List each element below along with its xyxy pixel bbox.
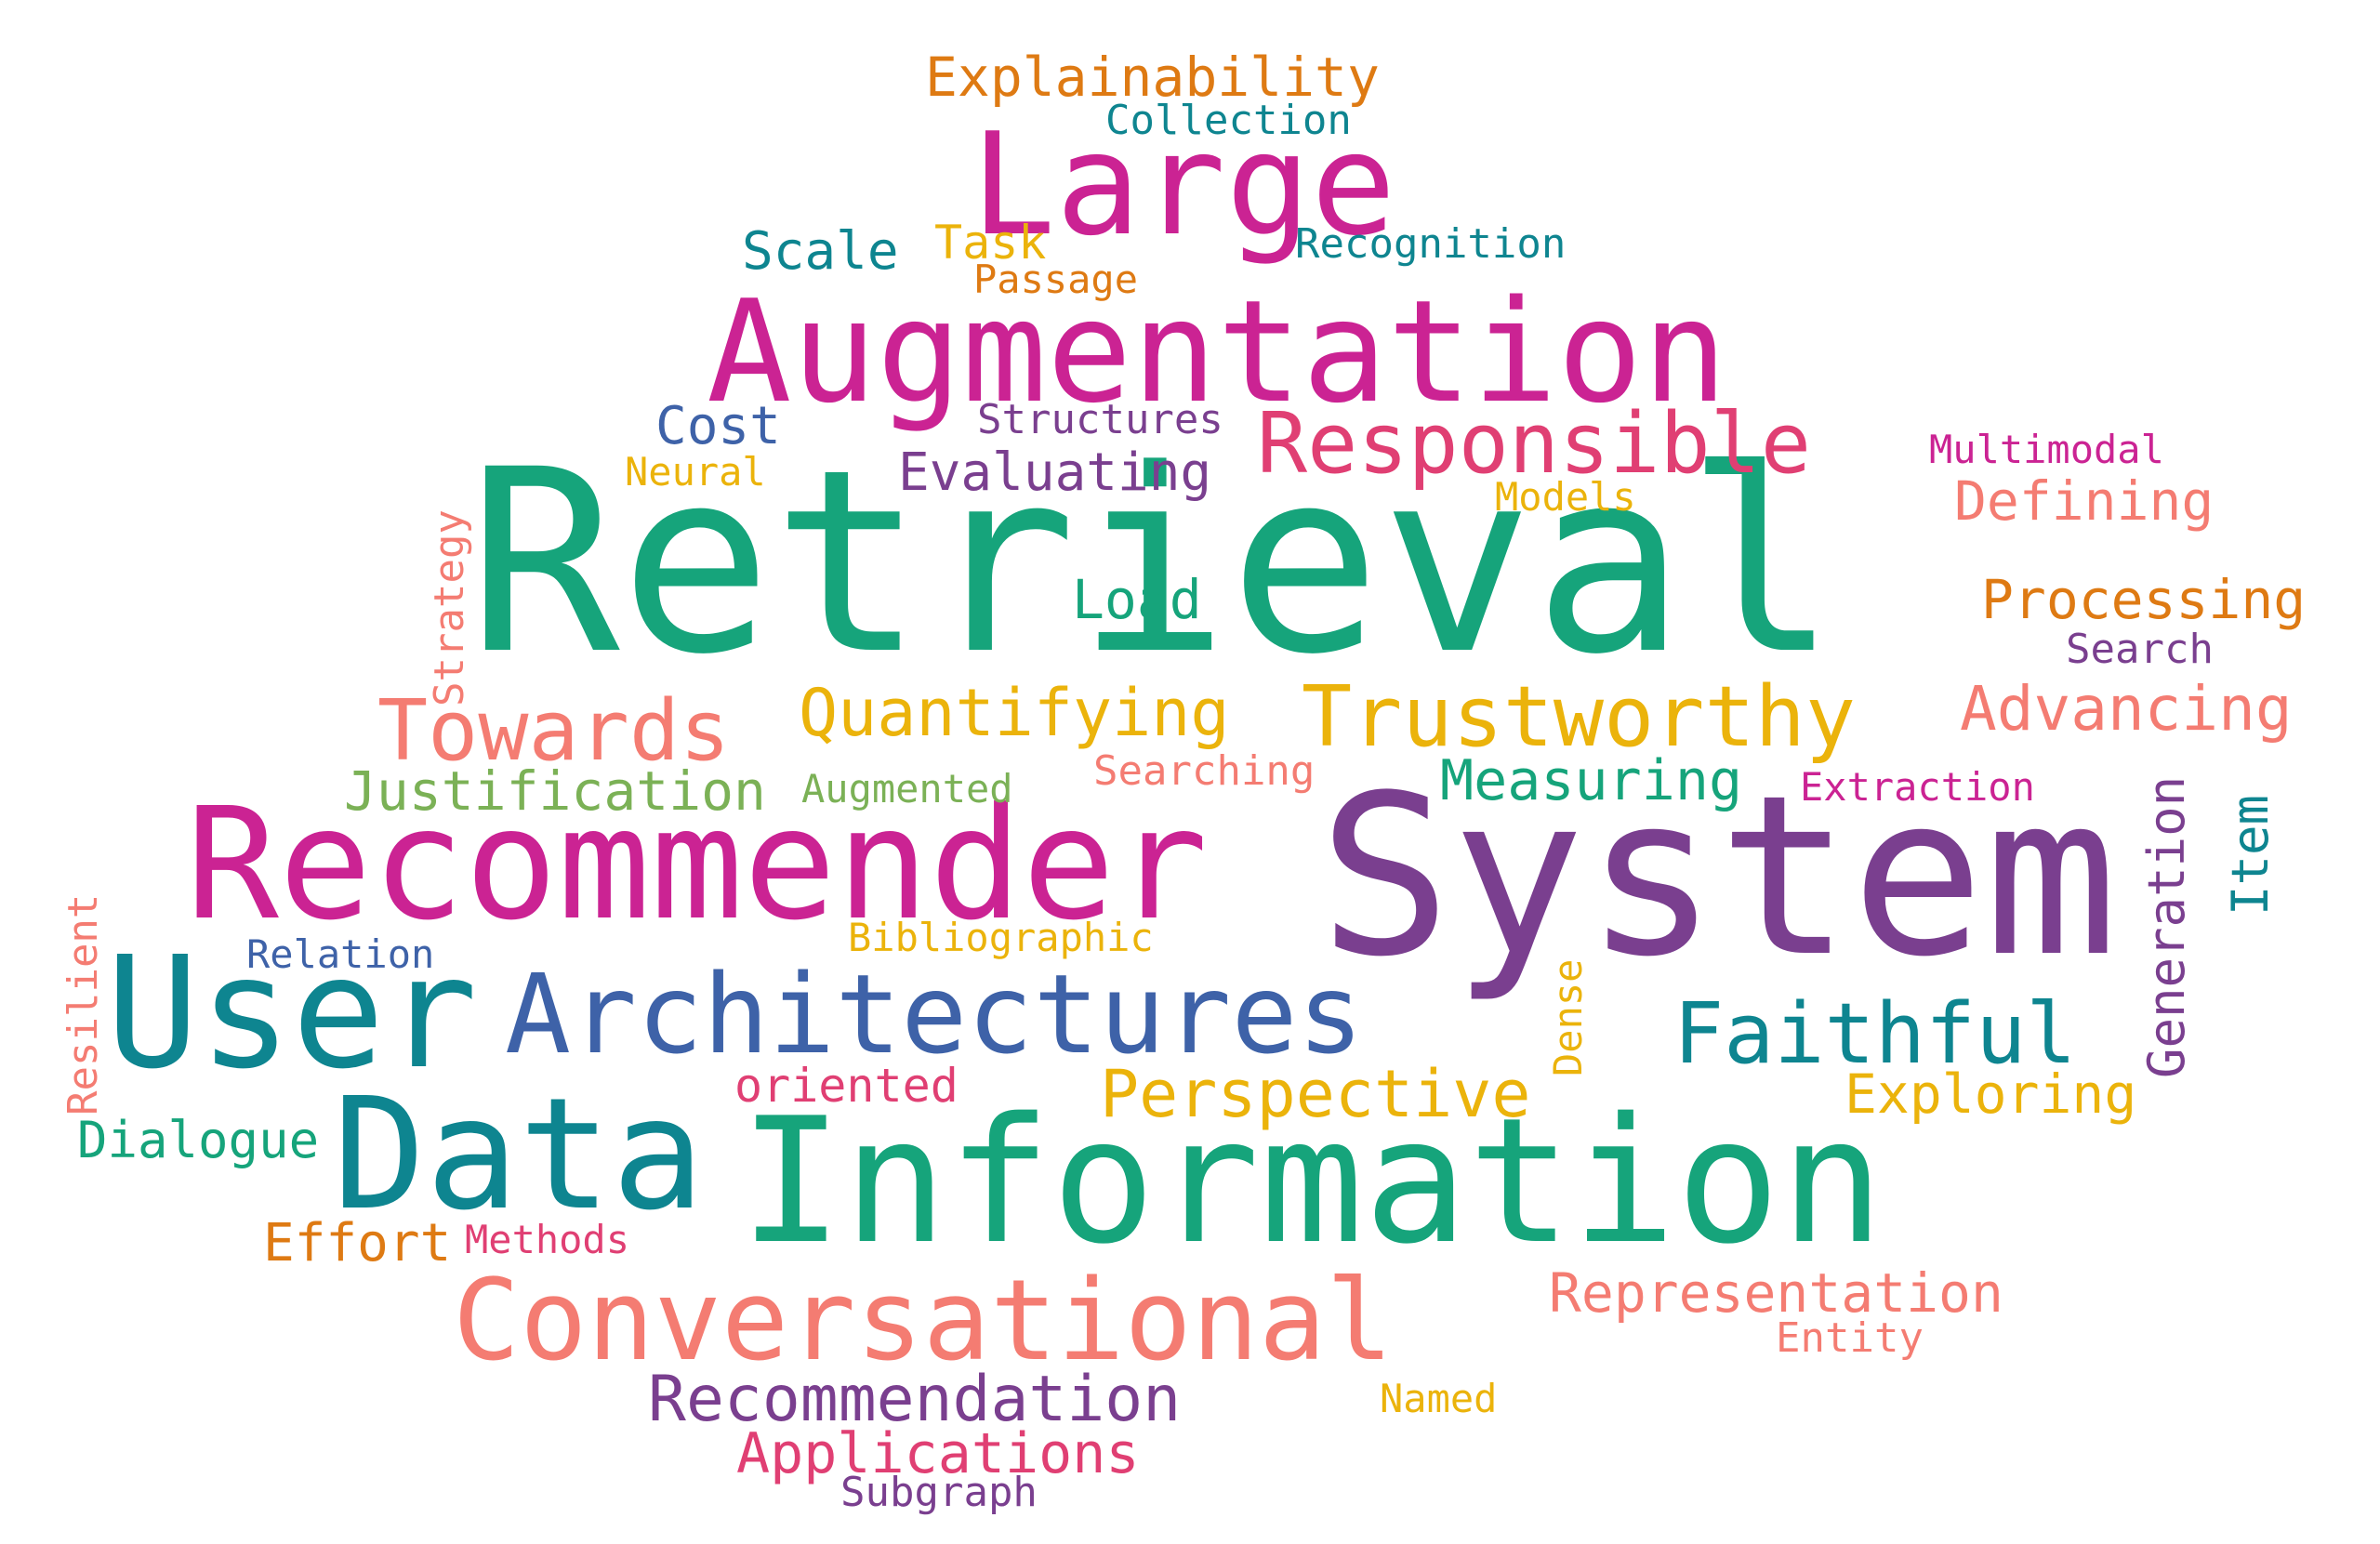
word-extraction: Extraction [1800, 764, 2035, 810]
word-architectures: Architectures [505, 950, 1364, 1078]
word-measuring: Measuring [1440, 748, 1743, 813]
word-explainability: Explainability [925, 46, 1380, 109]
word-task: Task [934, 216, 1047, 270]
word-justification: Justification [344, 759, 766, 823]
word-representation: Representation [1549, 1261, 2003, 1325]
word-item: Item [2221, 794, 2280, 916]
word-conversational: Conversational [453, 1257, 1394, 1386]
word-relation: Relation [246, 931, 435, 977]
word-user: User [106, 924, 478, 1103]
word-towards: Towards [377, 682, 731, 780]
word-retrieval: Retrieval [468, 416, 1838, 710]
word-oriented: oriented [734, 1059, 959, 1113]
word-responsible: Responsible [1257, 395, 1812, 493]
word-large: Large [971, 102, 1396, 267]
word-resilient: Resilient [60, 893, 107, 1115]
word-advancing: Advancing [1960, 673, 2293, 745]
word-strategy: Strategy [426, 509, 473, 706]
word-subgraph: Subgraph [840, 1469, 1038, 1516]
word-effort: Effort [263, 1213, 452, 1273]
word-bibliographic: Bibliographic [848, 915, 1154, 960]
word-quantifying: Quantifying [799, 675, 1230, 751]
word-information: Information [739, 1080, 1884, 1282]
word-faithful: Faithful [1673, 985, 2077, 1083]
word-passage: Passage [973, 257, 1139, 302]
word-load: Load [1072, 568, 1202, 631]
word-augmentation: Augmentation [707, 270, 1728, 434]
word-perspective: Perspective [1100, 1056, 1531, 1132]
word-exploring: Exploring [1844, 1062, 2137, 1126]
word-dialogue: Dialogue [77, 1111, 320, 1169]
word-models: Models [1495, 474, 1636, 520]
word-search: Search [2066, 626, 2214, 673]
word-defining: Defining [1954, 469, 2215, 533]
word-dense: Dense [1545, 958, 1591, 1076]
word-scale: Scale [742, 221, 899, 282]
word-evaluating: Evaluating [898, 442, 1212, 503]
word-trustworthy: Trustworthy [1302, 668, 1857, 766]
word-searching: Searching [1093, 747, 1316, 795]
word-cost: Cost [655, 396, 781, 456]
word-processing: Processing [1981, 568, 2307, 631]
word-recommender: Recommender [186, 775, 1209, 955]
word-augmented: Augmented [801, 766, 1013, 812]
word-applications: Applications [736, 1421, 1140, 1486]
word-neural: Neural [625, 449, 766, 495]
word-entity: Entity [1776, 1314, 1924, 1362]
word-structures: Structures [977, 396, 1223, 443]
word-recognition: Recognition [1295, 220, 1567, 268]
word-named: Named [1380, 1376, 1498, 1421]
word-collection: Collection [1105, 97, 1352, 144]
word-system: System [1318, 748, 2118, 1006]
word-multimodal: Multimodal [1929, 427, 2164, 472]
word-generation: Generation [2137, 775, 2196, 1078]
word-recommendation: Recommendation [648, 1363, 1182, 1436]
word-methods: Methods [465, 1217, 630, 1262]
word-data: Data [333, 1065, 705, 1245]
